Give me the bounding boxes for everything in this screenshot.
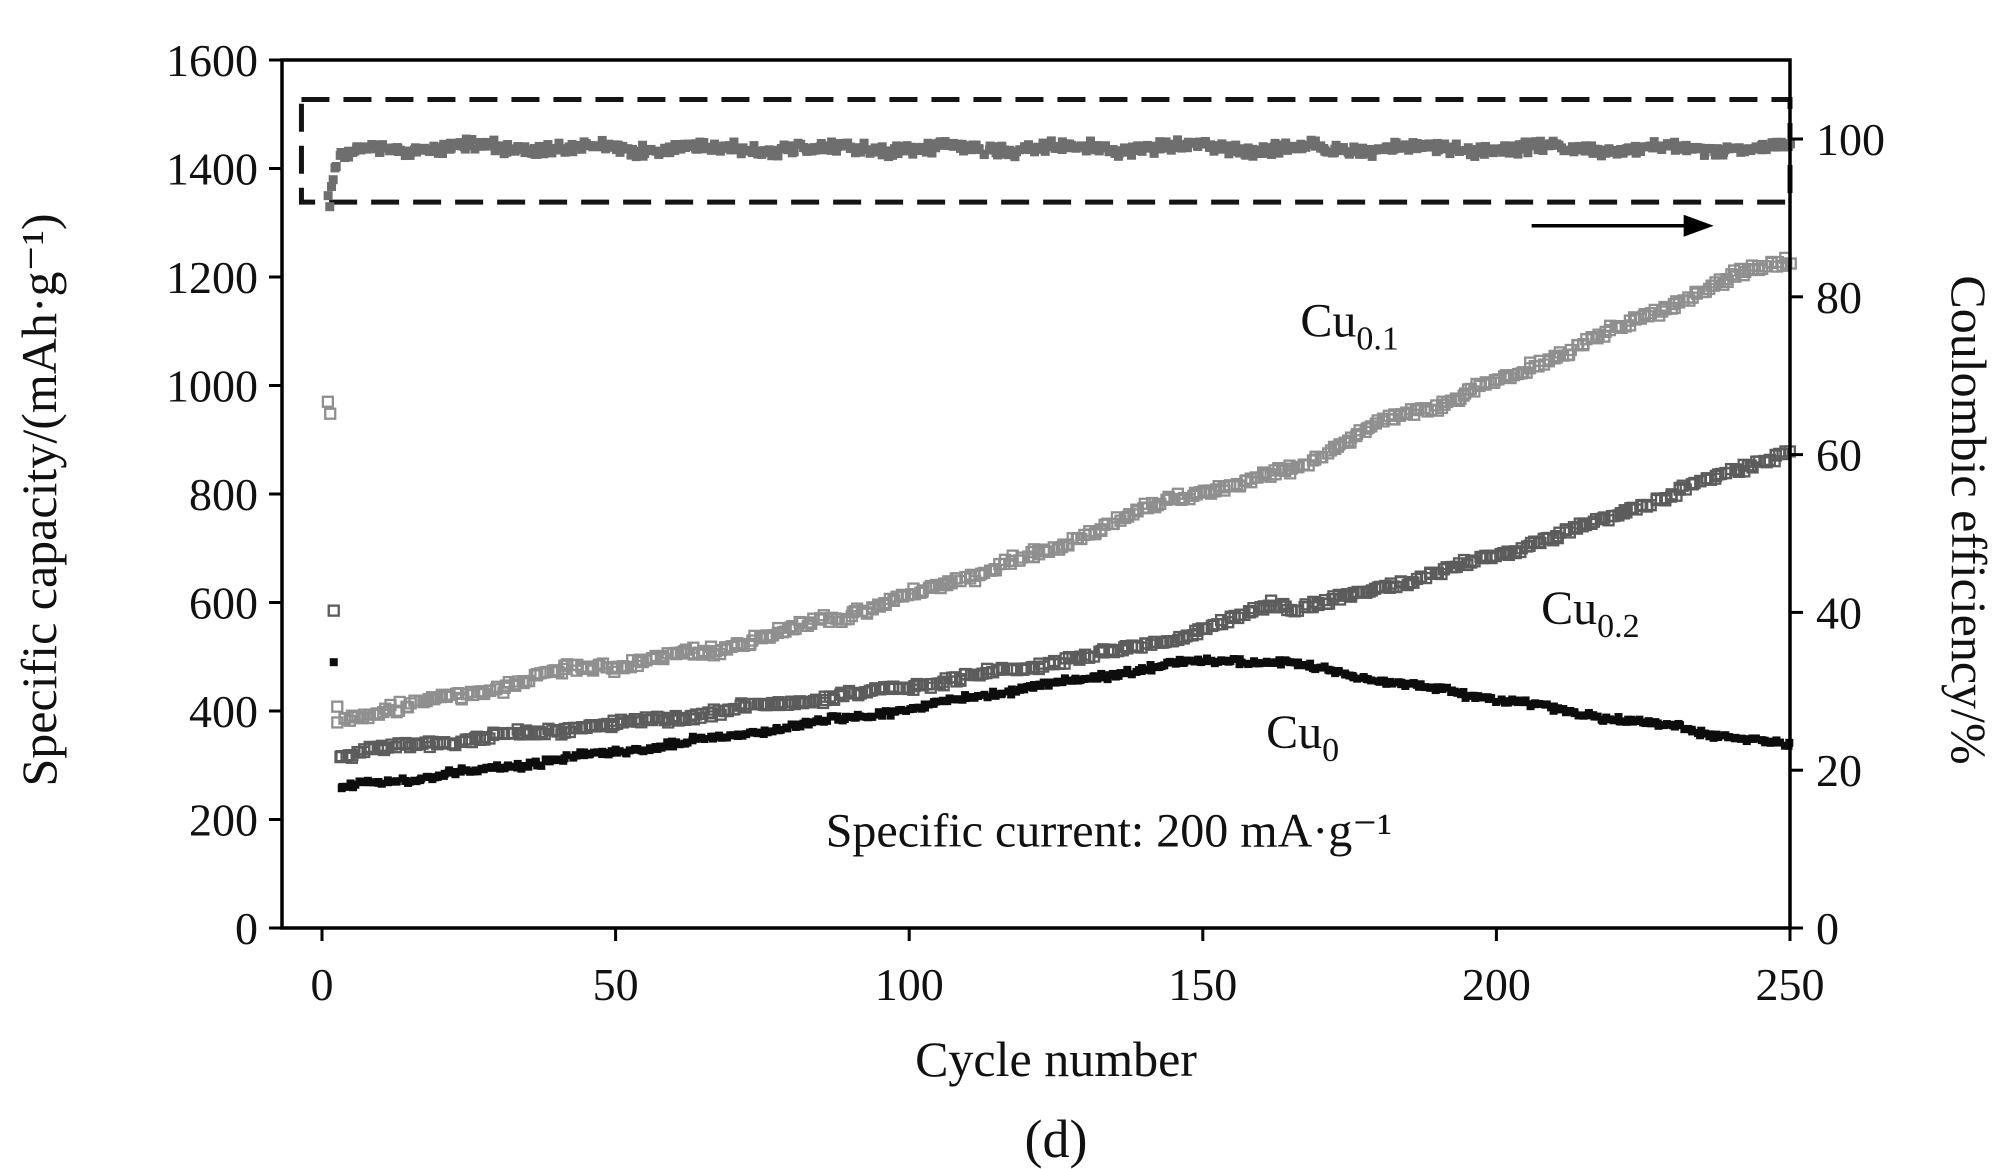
left-y-axis-title: Specific capacity/(mAh·g⁻¹) [11, 213, 67, 786]
left-y-tick-label: 1000 [166, 361, 258, 412]
right-axis-arrow [1531, 214, 1714, 237]
left-y-tick-label: 1200 [166, 252, 258, 303]
x-tick-label: 150 [1168, 959, 1237, 1010]
series-cu0 [329, 654, 1794, 793]
right-y-tick-label: 80 [1816, 272, 1862, 323]
right-y-tick-label: 100 [1816, 114, 1885, 165]
x-axis-title: Cycle number [915, 1031, 1197, 1087]
series-cu0-1 [321, 251, 1797, 729]
chart-plot-area: 0 50 100 150 200 2500200400600800100012001400… [166, 35, 1885, 1010]
left-y-tick-label: 600 [189, 578, 258, 629]
right-y-tick-label: 20 [1816, 745, 1862, 796]
figure-caption: (d) [1025, 1109, 1088, 1169]
label-specific-current: Specific current: 200 mA·g⁻¹ [826, 805, 1392, 858]
right-y-tick-label: 60 [1816, 430, 1862, 481]
series-cu0-2 [327, 445, 1796, 764]
left-y-tick-label: 400 [189, 686, 258, 737]
left-y-tick-label: 1600 [166, 35, 258, 86]
left-y-tick-label: 200 [189, 795, 258, 846]
label-cu0: Cu0 [1266, 706, 1339, 769]
label-cu0-2: Cu0.2 [1541, 582, 1640, 645]
x-tick-label: 200 [1462, 959, 1531, 1010]
plot-border [280, 58, 1792, 930]
left-y-tick-label: 1400 [166, 144, 258, 195]
right-y-tick-label: 40 [1816, 587, 1862, 638]
x-tick-label: 50 [593, 959, 639, 1010]
x-tick-label: 0 [311, 959, 334, 1010]
right-y-axis-title: Coulombic efficiency/% [1941, 275, 1994, 764]
right-y-tick-label: 0 [1816, 903, 1839, 954]
x-tick-label: 100 [875, 959, 944, 1010]
series-coulombic-efficiency [323, 134, 1795, 212]
left-y-tick-label: 0 [235, 903, 258, 954]
x-tick-label: 250 [1756, 959, 1825, 1010]
axes: 0 50 100 150 200 2500200400600800100012001400… [166, 35, 1885, 1010]
label-cu0-1: Cu0.1 [1300, 295, 1399, 358]
left-y-tick-label: 800 [189, 469, 258, 520]
